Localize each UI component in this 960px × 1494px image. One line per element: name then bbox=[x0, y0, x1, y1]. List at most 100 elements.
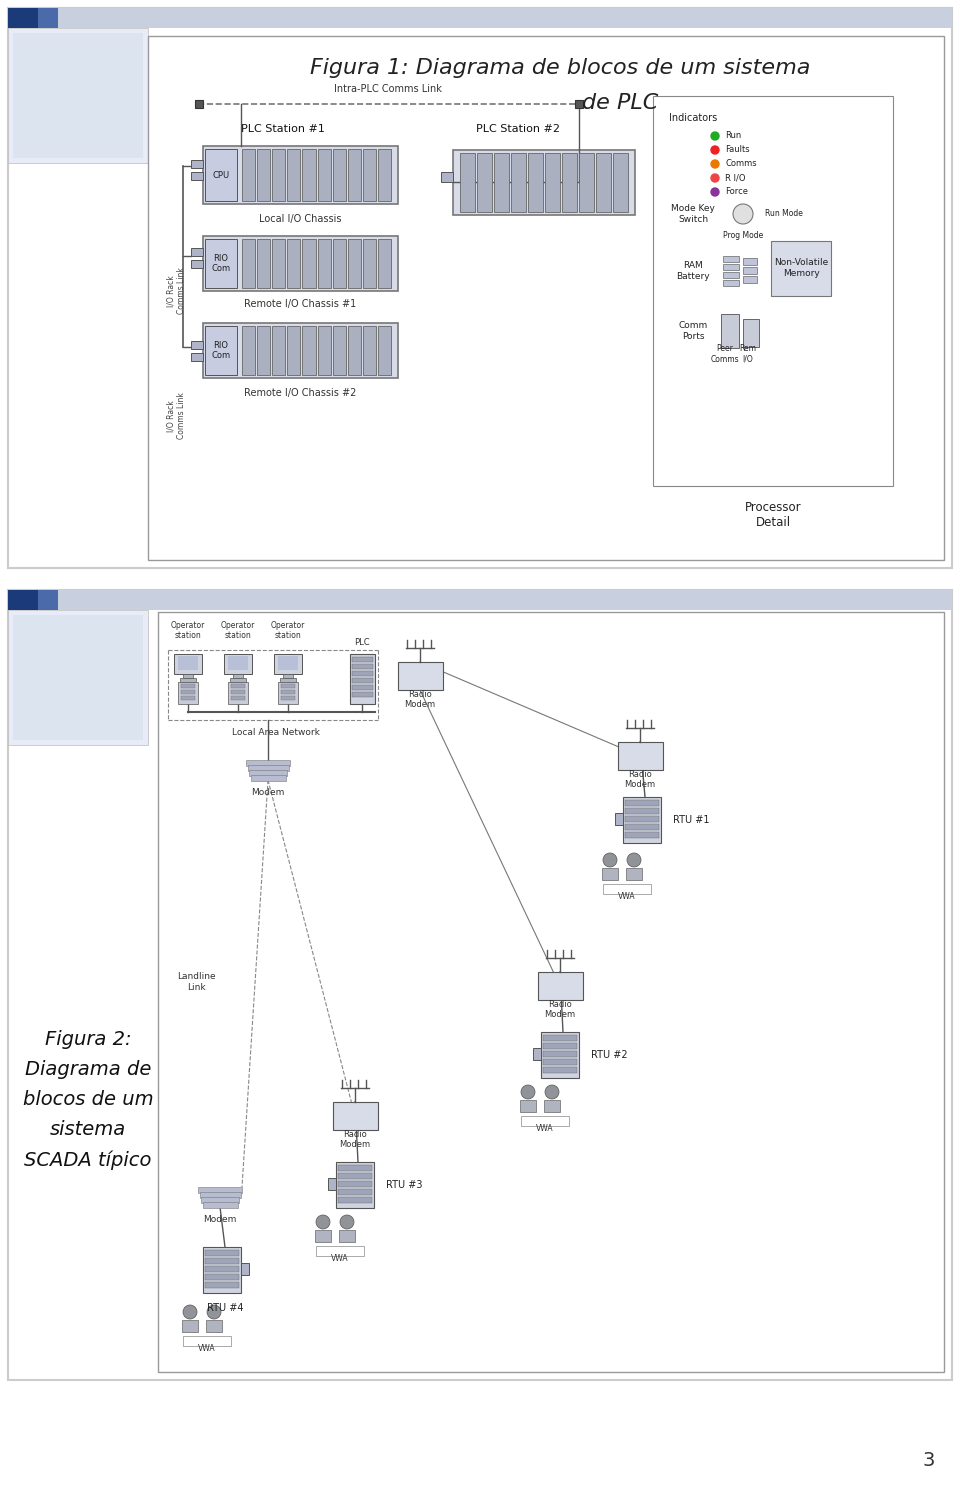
Bar bbox=[339, 1230, 355, 1242]
Text: Modem: Modem bbox=[204, 1215, 237, 1224]
Bar bbox=[8, 590, 38, 610]
Bar bbox=[602, 868, 618, 880]
Text: Radio
Modem: Radio Modem bbox=[340, 1129, 371, 1149]
Bar bbox=[545, 152, 560, 212]
Bar bbox=[348, 239, 361, 288]
Text: Faults: Faults bbox=[725, 145, 750, 154]
Bar bbox=[579, 152, 594, 212]
Bar bbox=[241, 1262, 249, 1274]
Bar bbox=[233, 674, 243, 678]
Bar bbox=[363, 149, 376, 202]
Bar bbox=[38, 590, 58, 610]
Bar bbox=[228, 681, 248, 704]
Bar bbox=[242, 326, 255, 375]
Circle shape bbox=[545, 1085, 559, 1100]
Bar bbox=[13, 33, 143, 158]
Text: Force: Force bbox=[725, 188, 748, 197]
Bar bbox=[287, 239, 300, 288]
Bar bbox=[743, 276, 757, 282]
Text: Remote I/O Chassis #1: Remote I/O Chassis #1 bbox=[245, 299, 356, 309]
Bar bbox=[13, 616, 143, 740]
Circle shape bbox=[711, 131, 719, 140]
Bar bbox=[273, 239, 285, 288]
Bar bbox=[363, 326, 376, 375]
Bar bbox=[363, 239, 376, 288]
Bar bbox=[603, 884, 651, 893]
Bar bbox=[315, 1230, 331, 1242]
Text: Landline
Link: Landline Link bbox=[177, 973, 215, 992]
Bar bbox=[338, 1197, 372, 1203]
Bar bbox=[158, 613, 944, 1371]
Text: Rem
I/O: Rem I/O bbox=[739, 344, 756, 363]
Text: sistema: sistema bbox=[50, 1120, 126, 1138]
Text: Run Mode: Run Mode bbox=[765, 209, 803, 218]
Text: Processor
Detail: Processor Detail bbox=[745, 500, 802, 529]
Bar bbox=[352, 678, 373, 683]
Text: blocos de um: blocos de um bbox=[23, 1091, 154, 1109]
Bar bbox=[723, 272, 739, 278]
Bar bbox=[538, 973, 583, 999]
Bar bbox=[205, 1250, 239, 1256]
Text: Radio
Modem: Radio Modem bbox=[544, 999, 576, 1019]
Bar bbox=[350, 654, 375, 704]
Bar bbox=[533, 1047, 541, 1061]
Bar bbox=[318, 326, 330, 375]
Bar bbox=[203, 1203, 238, 1209]
Text: RIO
Com: RIO Com bbox=[211, 254, 230, 273]
Bar bbox=[205, 326, 237, 375]
Text: PLC Station #1: PLC Station #1 bbox=[241, 124, 324, 134]
Bar bbox=[8, 590, 952, 610]
Bar bbox=[191, 260, 203, 267]
Bar bbox=[378, 326, 391, 375]
Bar bbox=[181, 684, 195, 689]
Bar bbox=[338, 1180, 372, 1188]
Bar bbox=[743, 258, 757, 264]
Text: VWA: VWA bbox=[618, 892, 636, 901]
Text: Comm
Ports: Comm Ports bbox=[679, 321, 708, 341]
Text: PLC: PLC bbox=[354, 638, 370, 647]
Text: RIO
Com: RIO Com bbox=[211, 341, 230, 360]
Bar bbox=[316, 1246, 364, 1256]
Bar bbox=[251, 775, 286, 781]
Text: Operator
station: Operator station bbox=[171, 620, 205, 639]
Bar bbox=[336, 1162, 374, 1209]
Bar bbox=[302, 326, 316, 375]
Bar bbox=[625, 832, 659, 838]
Text: Indicators: Indicators bbox=[669, 114, 717, 123]
Text: RTU #2: RTU #2 bbox=[591, 1050, 628, 1061]
Text: Remote I/O Chassis #2: Remote I/O Chassis #2 bbox=[244, 388, 357, 397]
Text: RTU #1: RTU #1 bbox=[673, 816, 709, 825]
Bar bbox=[613, 152, 628, 212]
Bar bbox=[8, 28, 148, 163]
Bar bbox=[203, 146, 398, 205]
Bar bbox=[191, 160, 203, 167]
Bar bbox=[543, 1035, 577, 1041]
Bar bbox=[378, 239, 391, 288]
Bar bbox=[302, 239, 316, 288]
Text: VWA: VWA bbox=[537, 1123, 554, 1132]
Bar bbox=[721, 314, 739, 348]
Bar bbox=[248, 765, 289, 771]
Bar bbox=[181, 696, 195, 701]
Bar bbox=[626, 868, 642, 880]
Bar bbox=[281, 684, 295, 689]
Bar bbox=[201, 1197, 239, 1203]
Bar bbox=[281, 690, 295, 695]
Bar bbox=[203, 323, 398, 378]
Bar bbox=[203, 236, 398, 291]
Bar bbox=[191, 248, 203, 255]
Bar bbox=[511, 152, 526, 212]
Text: Non-Volatile
Memory: Non-Volatile Memory bbox=[774, 258, 828, 278]
Bar bbox=[203, 1247, 241, 1292]
Bar bbox=[543, 1050, 577, 1056]
Bar bbox=[318, 149, 330, 202]
Bar bbox=[8, 7, 952, 568]
Bar bbox=[544, 1100, 560, 1112]
Bar bbox=[521, 1116, 569, 1126]
Circle shape bbox=[733, 205, 753, 224]
Bar bbox=[178, 656, 198, 669]
Bar bbox=[287, 326, 300, 375]
Bar bbox=[562, 152, 577, 212]
Bar bbox=[596, 152, 611, 212]
Bar bbox=[280, 678, 296, 681]
